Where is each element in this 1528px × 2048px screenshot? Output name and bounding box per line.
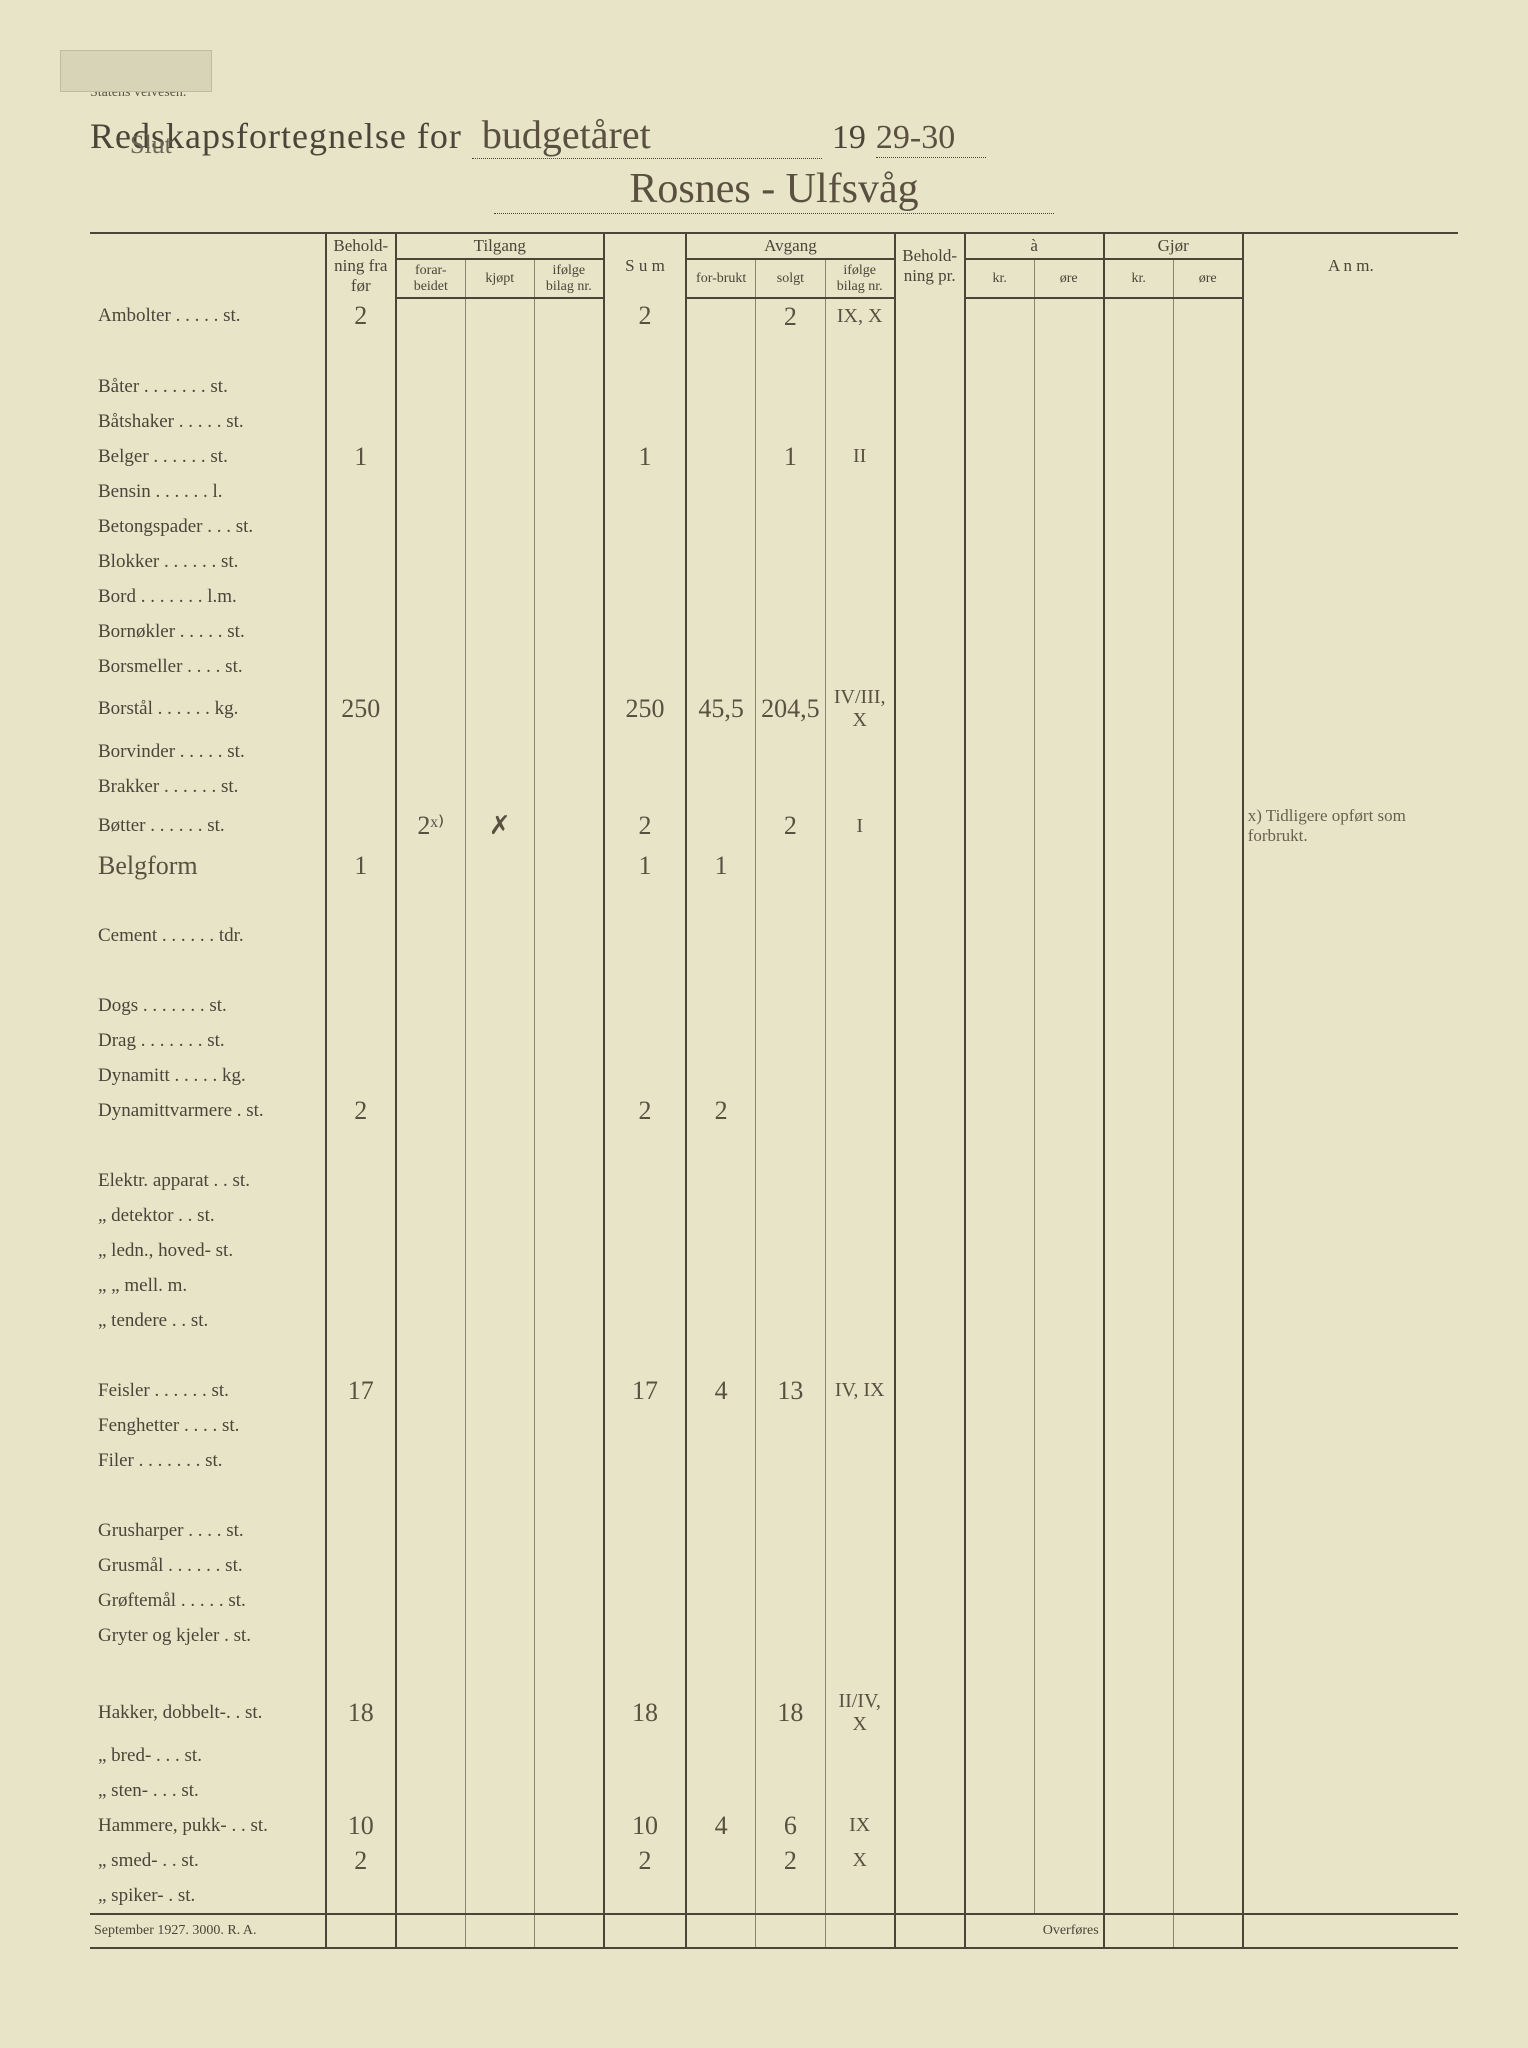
table-row: Betongspader . . . st. <box>90 509 1458 544</box>
col-kjopt: kjøpt <box>465 259 534 298</box>
table-row: Grusharper . . . . st. <box>90 1513 1458 1548</box>
table-row: Brakker . . . . . . st. <box>90 769 1458 804</box>
form-number: Skjema nr. 29. <box>90 60 1458 81</box>
table-row: Belgform111 <box>90 848 1458 883</box>
table-row: Drag . . . . . . . st. <box>90 1023 1458 1058</box>
table-row: Cement . . . . . . tdr. <box>90 918 1458 953</box>
table-row: Grøftemål . . . . . st. <box>90 1583 1458 1618</box>
subtitle-line: Rosnes - Ulfsvåg <box>90 165 1458 214</box>
table-row: „ „ mell. m. <box>90 1268 1458 1303</box>
table-row: Dynamittvarmere . st.222 <box>90 1093 1458 1128</box>
org-name: Statens veivesen. <box>90 85 1458 101</box>
table-row <box>90 1338 1458 1373</box>
col-bilag1: ifølge bilag nr. <box>534 259 604 298</box>
table-row: Båter . . . . . . . st. <box>90 369 1458 404</box>
col-solgt: solgt <box>756 259 826 298</box>
table-body: Ambolter . . . . . st.222IX, X Båter . . … <box>90 298 1458 1914</box>
col-beholdning-fra: Behold-ning fra før <box>326 233 396 298</box>
table-row: „ ledn., hoved- st. <box>90 1233 1458 1268</box>
table-row <box>90 334 1458 369</box>
table-row: Hakker, dobbelt-. . st.181818II/IV, X <box>90 1688 1458 1738</box>
colgroup-tilgang: Tilgang <box>396 233 604 259</box>
title-line: Redskapsfortegnelse for budgetåret 1929-… <box>90 111 1458 159</box>
table-row: Bensin . . . . . . l. <box>90 474 1458 509</box>
table-footer: September 1927. 3000. R. A. Overføres <box>90 1914 1458 1948</box>
title-field: budgetåret <box>472 111 822 159</box>
table-row: „ tendere . . st. <box>90 1303 1458 1338</box>
subtitle-field: Rosnes - Ulfsvåg <box>494 165 1054 214</box>
col-bilag2: ifølge bilag nr. <box>825 259 895 298</box>
table-row: Filer . . . . . . . st. <box>90 1443 1458 1478</box>
col-forbrukt: for-brukt <box>686 259 756 298</box>
table-row: „ spiker- . st. <box>90 1878 1458 1914</box>
table-row: Bøtter . . . . . . st.2ˣ⁾✗22Ix) Tidliger… <box>90 804 1458 848</box>
table-row: Fenghetter . . . . st. <box>90 1408 1458 1443</box>
colgroup-avgang: Avgang <box>686 233 895 259</box>
table-row: Dogs . . . . . . . st. <box>90 988 1458 1023</box>
table-row: Bord . . . . . . . l.m. <box>90 579 1458 614</box>
table-row: „ sten- . . . st. <box>90 1773 1458 1808</box>
table-row <box>90 953 1458 988</box>
table-row: Belger . . . . . . st.111II <box>90 439 1458 474</box>
table-row: Dynamitt . . . . . kg. <box>90 1058 1458 1093</box>
col-kr2: kr. <box>1104 259 1174 298</box>
table-row <box>90 1478 1458 1513</box>
colgroup-a: à <box>965 233 1104 259</box>
col-ore2: øre <box>1173 259 1243 298</box>
table-row: „ bred- . . . st. <box>90 1738 1458 1773</box>
table-row: Blokker . . . . . . st. <box>90 544 1458 579</box>
table-row <box>90 883 1458 918</box>
footer-overfores: Overføres <box>965 1914 1104 1948</box>
table-row: Båtshaker . . . . . st. <box>90 404 1458 439</box>
table-row: Borsmeller . . . . st. <box>90 649 1458 684</box>
col-forarbeidet: forar-beidet <box>396 259 466 298</box>
table-row: Borstål . . . . . . kg.25025045,5204,5IV… <box>90 684 1458 734</box>
table-header: Behold-ning fra før Tilgang S u m Avgang… <box>90 233 1458 298</box>
table-row: Bornøkler . . . . . st. <box>90 614 1458 649</box>
year-prefix: 19 <box>832 119 866 157</box>
colgroup-gjor: Gjør <box>1104 233 1243 259</box>
table-row <box>90 1653 1458 1688</box>
table-row: Hammere, pukk- . . st.101046IX <box>90 1808 1458 1843</box>
col-ore1: øre <box>1034 259 1104 298</box>
table-row: Borvinder . . . . . st. <box>90 734 1458 769</box>
document-page: Skjema nr. 29. Statens veivesen. Slut Re… <box>0 0 1528 2048</box>
table-row: „ smed- . . st.222X <box>90 1843 1458 1878</box>
table-row: Grusmål . . . . . . st. <box>90 1548 1458 1583</box>
table-row: Feisler . . . . . . st.1717413IV, IX <box>90 1373 1458 1408</box>
table-row: Gryter og kjeler . st. <box>90 1618 1458 1653</box>
table-row: Elektr. apparat . . st. <box>90 1163 1458 1198</box>
annotation-slut: Slut <box>130 130 172 160</box>
col-anm: A n m. <box>1243 233 1458 298</box>
footer-print-info: September 1927. 3000. R. A. <box>90 1914 326 1948</box>
year-suffix: 29-30 <box>876 119 986 158</box>
col-beholdning-pr: Behold-ning pr. <box>895 233 965 298</box>
col-sum: S u m <box>604 233 686 298</box>
paper-tear <box>60 50 212 92</box>
table-row: „ detektor . . st. <box>90 1198 1458 1233</box>
table-row <box>90 1128 1458 1163</box>
col-kr1: kr. <box>965 259 1035 298</box>
ledger-table: Behold-ning fra før Tilgang S u m Avgang… <box>90 232 1458 1949</box>
table-row: Ambolter . . . . . st.222IX, X <box>90 298 1458 334</box>
